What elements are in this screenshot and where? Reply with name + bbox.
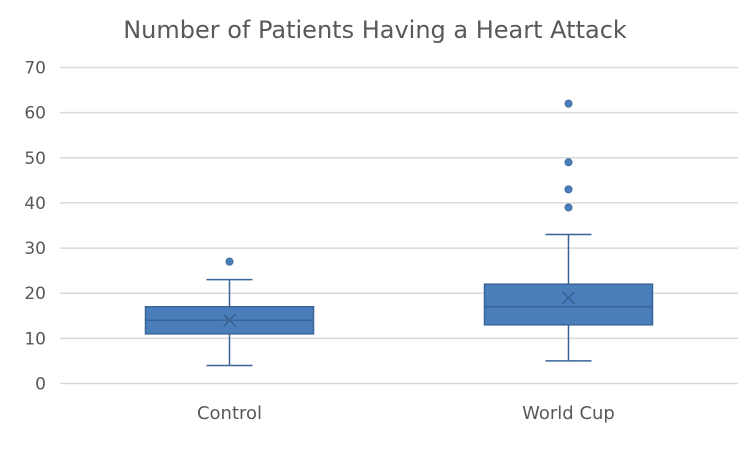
y-tick-label: 10 [24,329,46,349]
y-tick-label: 30 [24,239,46,259]
outlier-point [564,185,573,194]
mean-marker [561,291,576,305]
x-axis-categories: Control World Cup [197,403,615,424]
y-axis-ticks: 0 10 20 30 40 50 60 70 [24,59,46,395]
x-category-label: Control [197,403,262,424]
mean-marker [222,313,237,327]
iqr-box [483,283,654,326]
x-category-label: World Cup [522,403,615,424]
outlier-point [225,257,234,266]
gridlines [60,66,738,385]
outlier-point [564,158,573,167]
y-tick-label: 60 [24,104,46,124]
outlier-point [564,203,573,212]
y-tick-label: 40 [24,194,46,214]
y-tick-label: 50 [24,149,46,169]
box-control [144,257,315,367]
boxes [144,99,654,367]
y-tick-label: 20 [24,284,46,304]
chart-title: Number of Patients Having a Heart Attack [123,16,627,44]
y-tick-label: 0 [35,375,46,395]
y-tick-label: 70 [24,59,46,79]
outlier-point [564,99,573,108]
box-world-cup [483,99,654,362]
